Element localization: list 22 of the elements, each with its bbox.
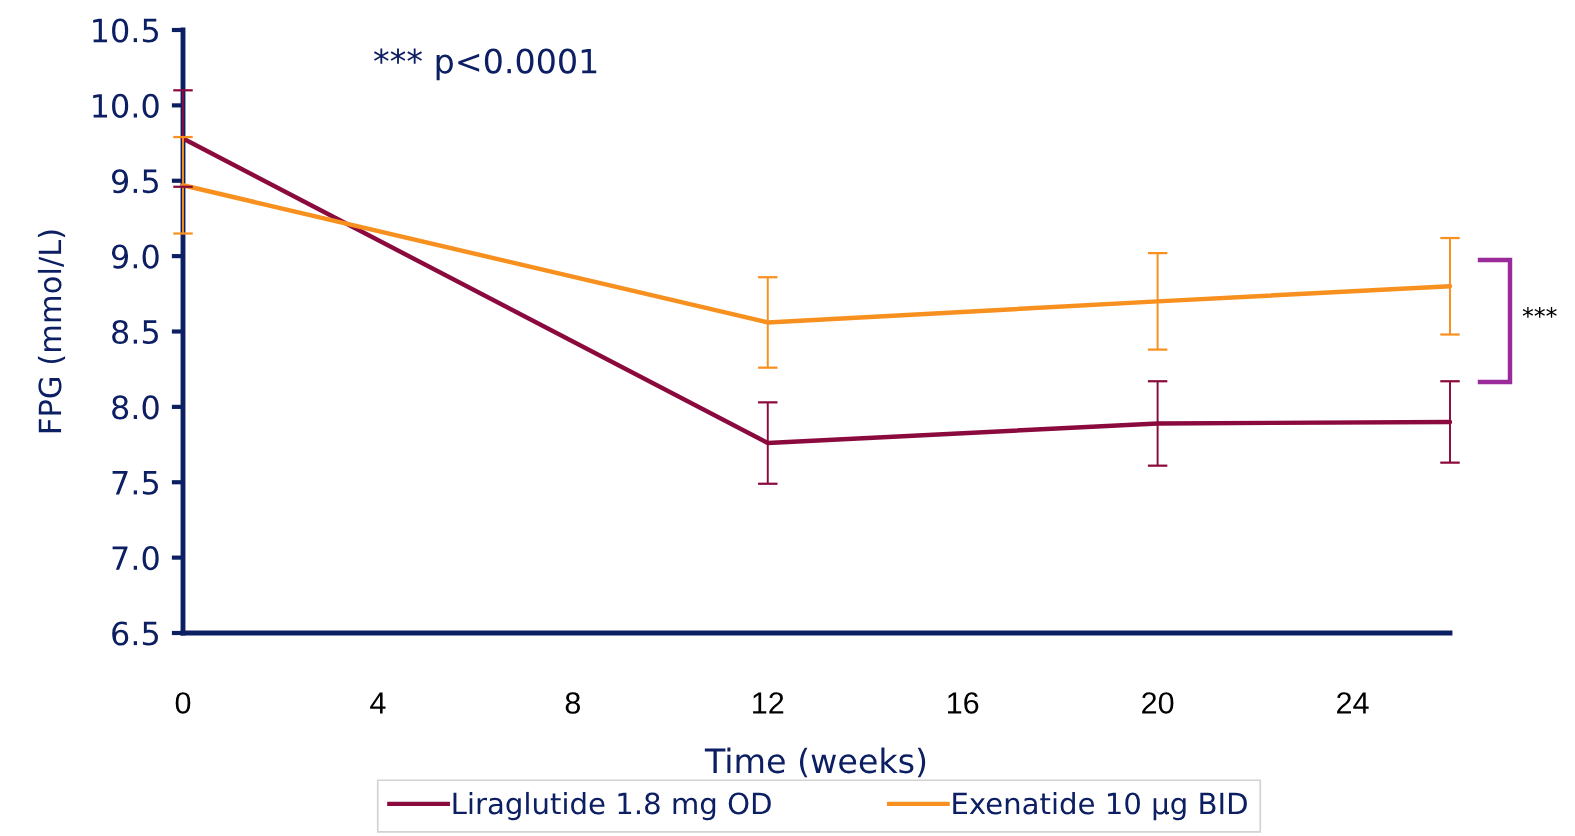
x-tick-label: 0 [175, 692, 191, 714]
legend-label: Liraglutide 1.8 mg OD [453, 791, 771, 821]
y-tick-label: 10.5 [93, 18, 158, 43]
y-tick-label: 8.5 [112, 319, 158, 345]
y-tick-label: 7.0 [112, 546, 159, 571]
annotation: *** p<0.0001 [373, 48, 597, 81]
x-tick-label: 16 [948, 692, 979, 714]
x-tick-label: 12 [753, 692, 784, 714]
legend-label: Exenatide 10 µg BID [953, 791, 1247, 821]
y-axis-title: FPG (mmol/L) [37, 230, 66, 433]
y-tick-label: 7.5 [112, 471, 158, 495]
x-tick-label: 4 [370, 692, 386, 714]
x-tick-label: 20 [1142, 692, 1174, 714]
y-tick-label: 8.0 [112, 395, 159, 420]
y-tick-label: 9.0 [111, 244, 159, 269]
y-tick-label: 9.5 [111, 169, 158, 194]
x-tick-label: 24 [1337, 692, 1369, 714]
y-tick-label: 6.5 [112, 621, 158, 646]
x-axis-title: Time (weeks) [704, 747, 926, 778]
x-tick-label: 8 [565, 692, 581, 714]
text: *** [1522, 306, 1557, 318]
y-tick-label: 10.0 [93, 93, 159, 118]
